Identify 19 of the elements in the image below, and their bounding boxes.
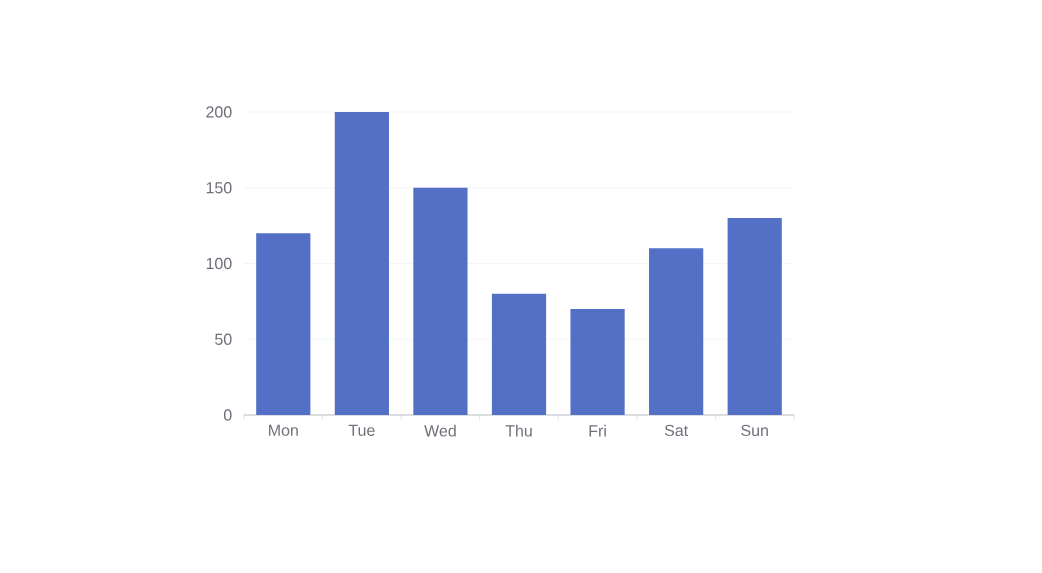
y-tick-label: 150 [206, 182, 232, 194]
x-tick-label: Wed [424, 424, 456, 437]
y-tick-label: 0 [223, 409, 232, 421]
x-tick-label: Fri [589, 424, 606, 437]
bar [727, 218, 782, 415]
bar [413, 187, 468, 415]
bar [570, 308, 625, 415]
x-tick-label: Tue [348, 424, 375, 436]
bar [491, 293, 547, 415]
y-tick-label: 100 [206, 257, 232, 270]
x-tick-label: Mon [269, 424, 298, 436]
x-tick-label: Sun [741, 424, 768, 437]
x-tick-label: Thu [505, 424, 532, 437]
bar [649, 248, 704, 415]
y-tick-label: 50 [215, 333, 232, 345]
x-tick-label: Sat [664, 424, 689, 437]
y-tick-label: 200 [206, 106, 232, 118]
bar [256, 233, 311, 415]
bar [334, 111, 389, 415]
